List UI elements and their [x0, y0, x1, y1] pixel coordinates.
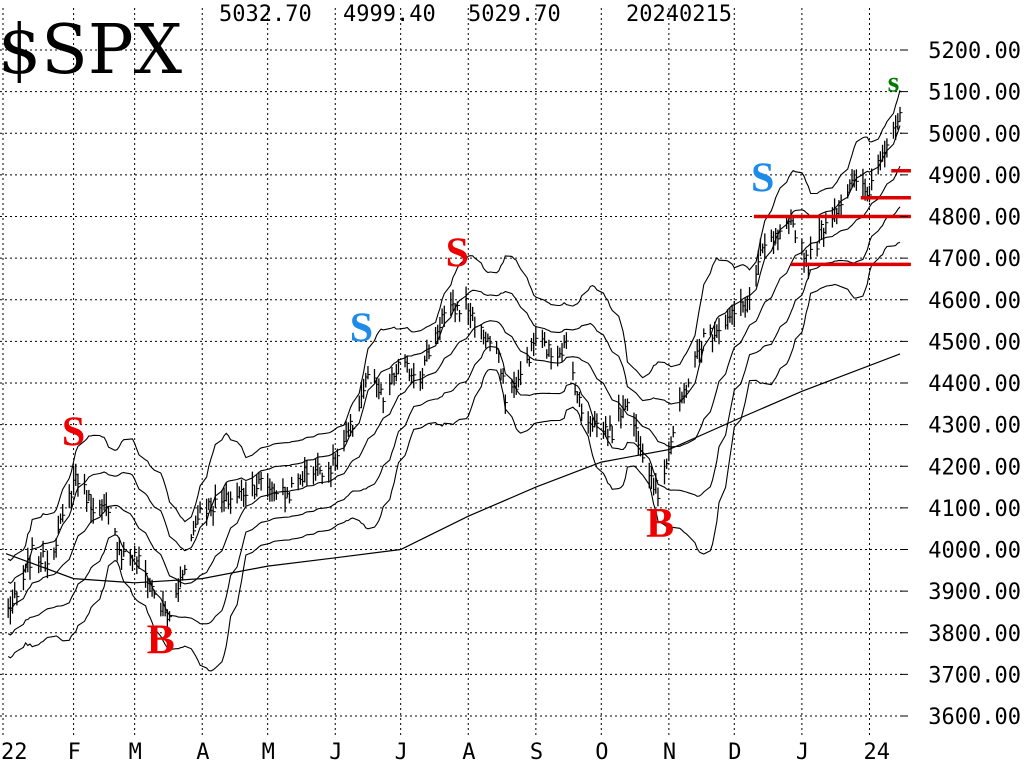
moving-average-line	[5, 353, 901, 584]
x-tick-label: N	[663, 740, 676, 763]
x-tick-label: M	[129, 740, 142, 763]
chart-grid	[0, 8, 902, 738]
y-tick-label: 3700.00	[928, 663, 1021, 688]
y-tick-label: 4600.00	[928, 289, 1021, 314]
sell-signal-label: S	[751, 156, 774, 202]
y-tick-label: 5000.00	[928, 122, 1021, 147]
y-tick-label: 4000.00	[928, 539, 1021, 564]
x-tick-label: M	[262, 740, 275, 763]
signal-markers: S B S S B Ss	[62, 66, 899, 664]
close-price: 5029.70	[468, 2, 561, 27]
x-tick-label: 22	[1, 740, 28, 763]
y-tick-label: 4100.00	[928, 497, 1021, 522]
y-tick-label: 4900.00	[928, 164, 1021, 189]
y-tick-label: 4400.00	[928, 372, 1021, 397]
y-tick-label: 4200.00	[928, 455, 1021, 480]
x-tick-label: O	[595, 740, 608, 763]
y-tick-label: 3600.00	[928, 705, 1021, 730]
x-tick-label: 24	[863, 740, 890, 763]
x-tick-label: J	[796, 740, 809, 763]
band-upper-inner-line	[7, 125, 901, 584]
y-tick-label: 4300.00	[928, 414, 1021, 439]
x-tick-label: F	[68, 740, 81, 763]
x-tick-label: J	[395, 740, 408, 763]
band-middle-line	[7, 165, 901, 610]
x-tick-label: S	[530, 740, 543, 763]
y-tick-label: 4700.00	[928, 247, 1021, 272]
low-price: 4999.40	[343, 2, 436, 27]
x-tick-label: A	[462, 740, 475, 763]
x-tick-label: D	[728, 740, 741, 763]
buy-signal-label: B	[646, 501, 674, 547]
ticker-symbol: $SPX	[0, 11, 183, 90]
x-tick-label: A	[196, 740, 209, 763]
sell-signal-label: s	[888, 66, 900, 99]
band-upper-outer-line	[7, 90, 901, 562]
high-price: 5032.70	[219, 2, 312, 27]
buy-signal-label: B	[147, 618, 175, 664]
y-tick-label: 5100.00	[928, 81, 1021, 106]
y-tick-label: 3900.00	[928, 580, 1021, 605]
price-bars	[7, 106, 903, 629]
sell-signal-label: S	[446, 230, 469, 276]
y-tick-label: 4500.00	[928, 330, 1021, 355]
band-lower-outer-line	[7, 241, 901, 672]
y-axis-ticks: 5200.00 5100.00 5000.00 4900.00 4800.00 4700.…	[900, 39, 1021, 730]
x-tick-label: J	[329, 740, 342, 763]
x-axis-ticks: 22 F M A M J J A S O N D J 24	[1, 740, 890, 763]
y-tick-label: 4800.00	[928, 206, 1021, 231]
y-tick-label: 5200.00	[928, 39, 1021, 64]
quote-date: 20240215	[626, 2, 732, 27]
y-tick-label: 3800.00	[928, 622, 1021, 647]
support-lines	[753, 168, 911, 267]
sell-signal-label: S	[62, 409, 85, 455]
sell-signal-label: S	[350, 305, 373, 351]
ma-200-line	[5, 353, 901, 584]
